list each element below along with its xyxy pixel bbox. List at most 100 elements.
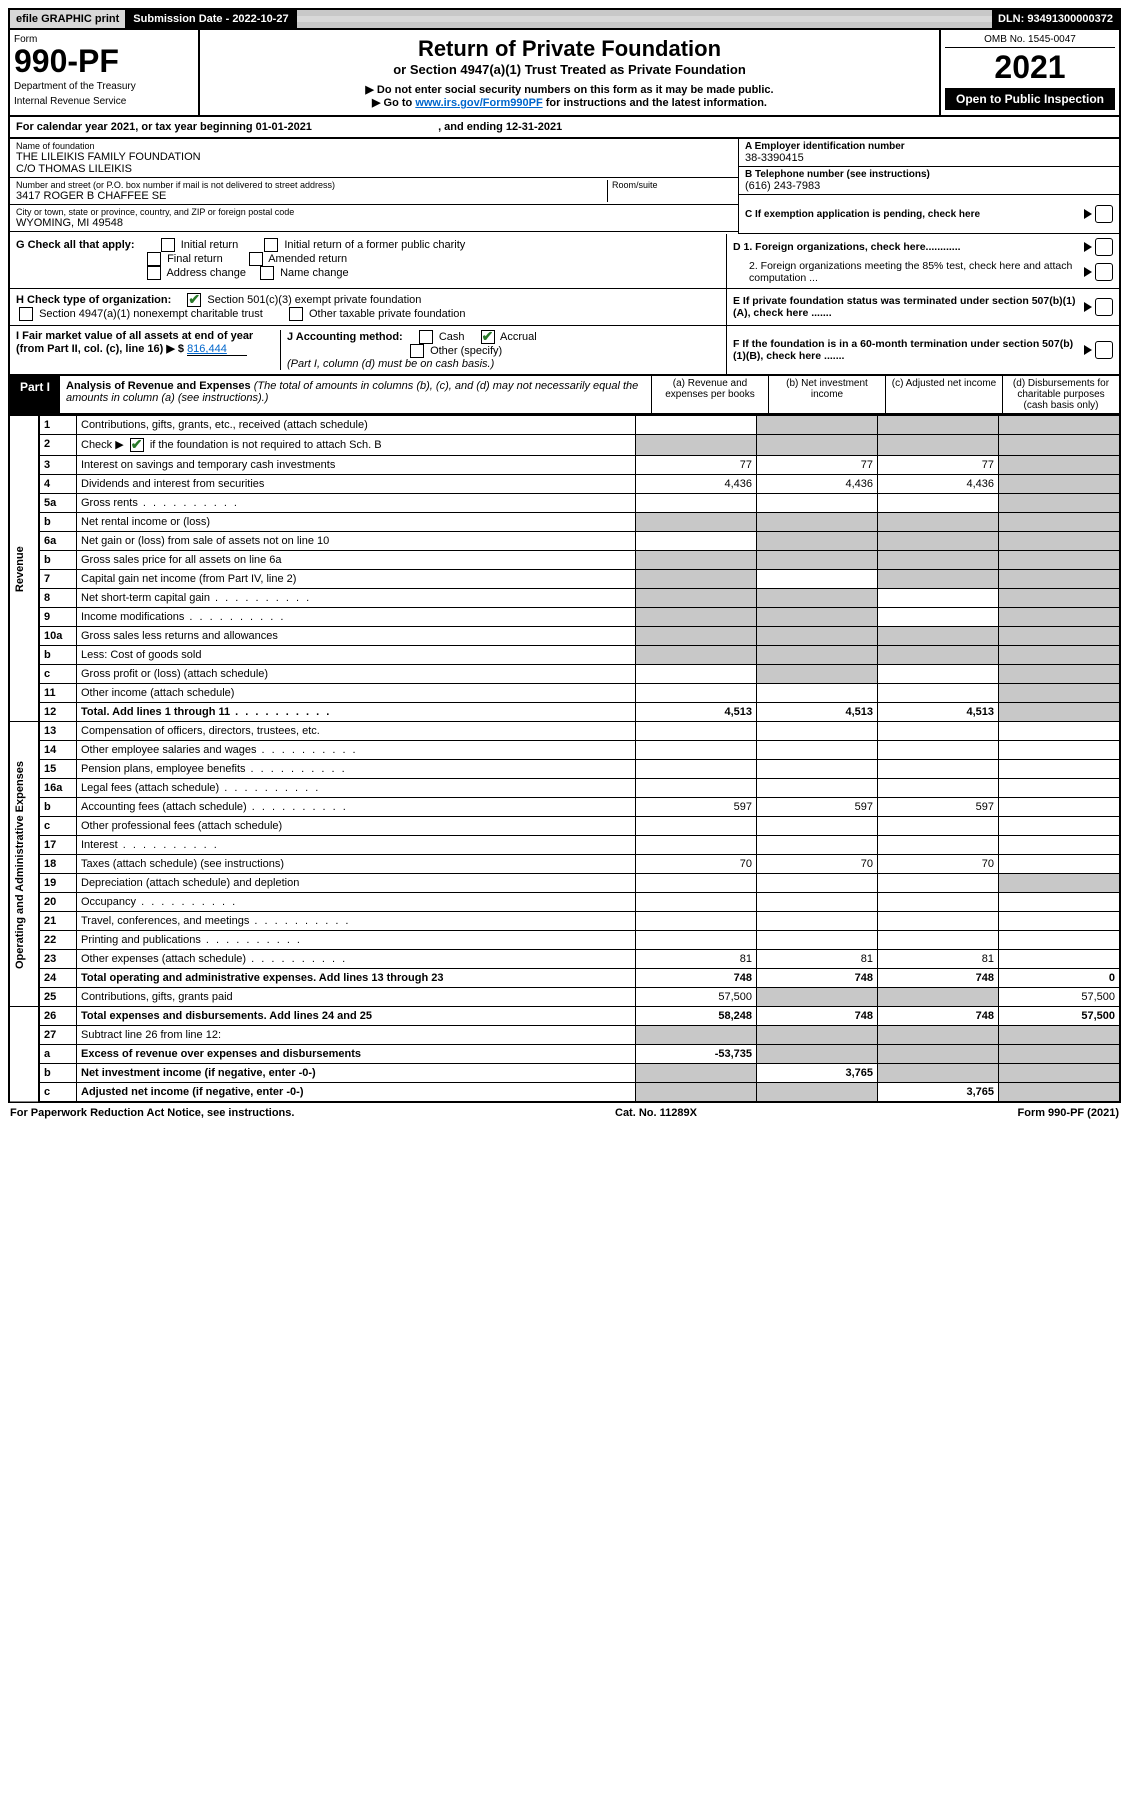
table-row: c Gross profit or (loss) (attach schedul… [9,665,1120,684]
form990pf-link[interactable]: www.irs.gov/Form990PF [415,97,542,109]
line-desc: Depreciation (attach schedule) and deple… [77,874,636,893]
table-row: b Accounting fees (attach schedule) 597 … [9,798,1120,817]
table-row: 2 Check ▶ if the foundation is not requi… [9,435,1120,456]
line-desc: Net rental income or (loss) [77,513,636,532]
line-desc: Total. Add lines 1 through 11 [77,703,636,722]
addr-label: Number and street (or P.O. box number if… [16,180,607,190]
line-desc: Legal fees (attach schedule) [77,779,636,798]
cell-val: 58,248 [636,1007,757,1026]
line-no: 20 [39,893,77,912]
j-accrual-checkbox[interactable] [481,330,495,344]
efile-print-button[interactable]: efile GRAPHIC print [10,10,127,28]
i-value-link[interactable]: 816,444 [187,343,247,356]
h-opt3: Other taxable private foundation [309,308,466,320]
line-no: c [39,817,77,836]
cell-val: 70 [878,855,999,874]
cell-val: 748 [636,969,757,988]
table-row: 14 Other employee salaries and wages [9,741,1120,760]
line-no: c [39,1083,77,1103]
line-desc: Compensation of officers, directors, tru… [77,722,636,741]
line-desc: Net short-term capital gain [77,589,636,608]
r2-post: if the foundation is not required to att… [147,439,382,451]
line-no: 10a [39,627,77,646]
form-note2: ▶ Go to www.irs.gov/Form990PF for instru… [206,96,933,109]
h-4947-checkbox[interactable] [19,307,33,321]
table-row: 11 Other income (attach schedule) [9,684,1120,703]
d1-checkbox[interactable] [1095,238,1113,256]
table-row: a Excess of revenue over expenses and di… [9,1045,1120,1064]
table-row: 22 Printing and publications [9,931,1120,950]
header-center: Return of Private Foundation or Section … [200,30,941,115]
table-row: 7 Capital gain net income (from Part IV,… [9,570,1120,589]
table-row: 25 Contributions, gifts, grants paid 57,… [9,988,1120,1007]
g-name-checkbox[interactable] [260,266,274,280]
cell-val: 748 [878,1007,999,1026]
j-other-checkbox[interactable] [410,344,424,358]
h-501c3-checkbox[interactable] [187,293,201,307]
g-amended-checkbox[interactable] [249,252,263,266]
tax-year: 2021 [945,48,1115,86]
arrow-icon [1084,302,1092,312]
line-no: 24 [39,969,77,988]
form-header: Form 990-PF Department of the Treasury I… [8,30,1121,117]
room-label: Room/suite [612,180,732,190]
note2-pre: ▶ Go to [372,97,415,109]
line-desc: Contributions, gifts, grants paid [77,988,636,1007]
g-public-charity-checkbox[interactable] [264,238,278,252]
line-no: 16a [39,779,77,798]
line-no: a [39,1045,77,1064]
j-block: J Accounting method: Cash Accrual Other … [281,330,720,370]
ein-label: A Employer identification number [745,141,1113,152]
line-no: 5a [39,494,77,513]
d2-checkbox[interactable] [1095,263,1113,281]
line-no: 6a [39,532,77,551]
line-no: 12 [39,703,77,722]
foundation-name1: THE LILEIKIS FAMILY FOUNDATION [16,151,732,163]
cell-val: 4,513 [636,703,757,722]
j-cash-checkbox[interactable] [419,330,433,344]
cell-val: 57,500 [636,988,757,1007]
cell-val: 597 [757,798,878,817]
g-final-checkbox[interactable] [147,252,161,266]
ij-block: I Fair market value of all assets at end… [10,326,726,374]
table-row: 27 Subtract line 26 from line 12: [9,1026,1120,1045]
line-no: 3 [39,456,77,475]
col-d-header: (d) Disbursements for charitable purpose… [1002,376,1119,413]
line-desc: Accounting fees (attach schedule) [77,798,636,817]
line-desc: Income modifications [77,608,636,627]
table-row: 23 Other expenses (attach schedule) 81 8… [9,950,1120,969]
col-b-header: (b) Net investment income [768,376,885,413]
g-opt-0: Initial return [181,239,238,251]
dln-label: DLN: 93491300000372 [992,10,1119,28]
line-desc: Less: Cost of goods sold [77,646,636,665]
city-val: WYOMING, MI 49548 [16,217,732,229]
address-cell: Number and street (or P.O. box number if… [10,178,738,205]
foundation-name-cell: Name of foundation THE LILEIKIS FAMILY F… [10,139,738,178]
arrow-icon [1084,209,1092,219]
line-desc: Other employee salaries and wages [77,741,636,760]
line-no: 7 [39,570,77,589]
e-checkbox[interactable] [1095,298,1113,316]
line-no: b [39,798,77,817]
open-public-badge: Open to Public Inspection [945,88,1115,110]
table-row: b Gross sales price for all assets on li… [9,551,1120,570]
g-opt-4: Address change [166,267,246,279]
cal-begin: 01-01-2021 [256,121,312,133]
omb-number: OMB No. 1545-0047 [945,34,1115,48]
schb-checkbox[interactable] [130,438,144,452]
cell-val: 70 [636,855,757,874]
table-row: 10a Gross sales less returns and allowan… [9,627,1120,646]
line-no: c [39,665,77,684]
cell-val: 81 [878,950,999,969]
c-checkbox[interactable] [1095,205,1113,223]
g-initial-checkbox[interactable] [161,238,175,252]
revenue-side-label: Revenue [9,416,39,722]
j-cash: Cash [439,331,465,343]
cell-val: 3,765 [878,1083,999,1103]
f-checkbox[interactable] [1095,341,1113,359]
top-bar: efile GRAPHIC print Submission Date - 20… [8,8,1121,30]
line-no: 21 [39,912,77,931]
h-other-checkbox[interactable] [289,307,303,321]
g-address-checkbox[interactable] [147,266,161,280]
j-accrual: Accrual [500,331,537,343]
